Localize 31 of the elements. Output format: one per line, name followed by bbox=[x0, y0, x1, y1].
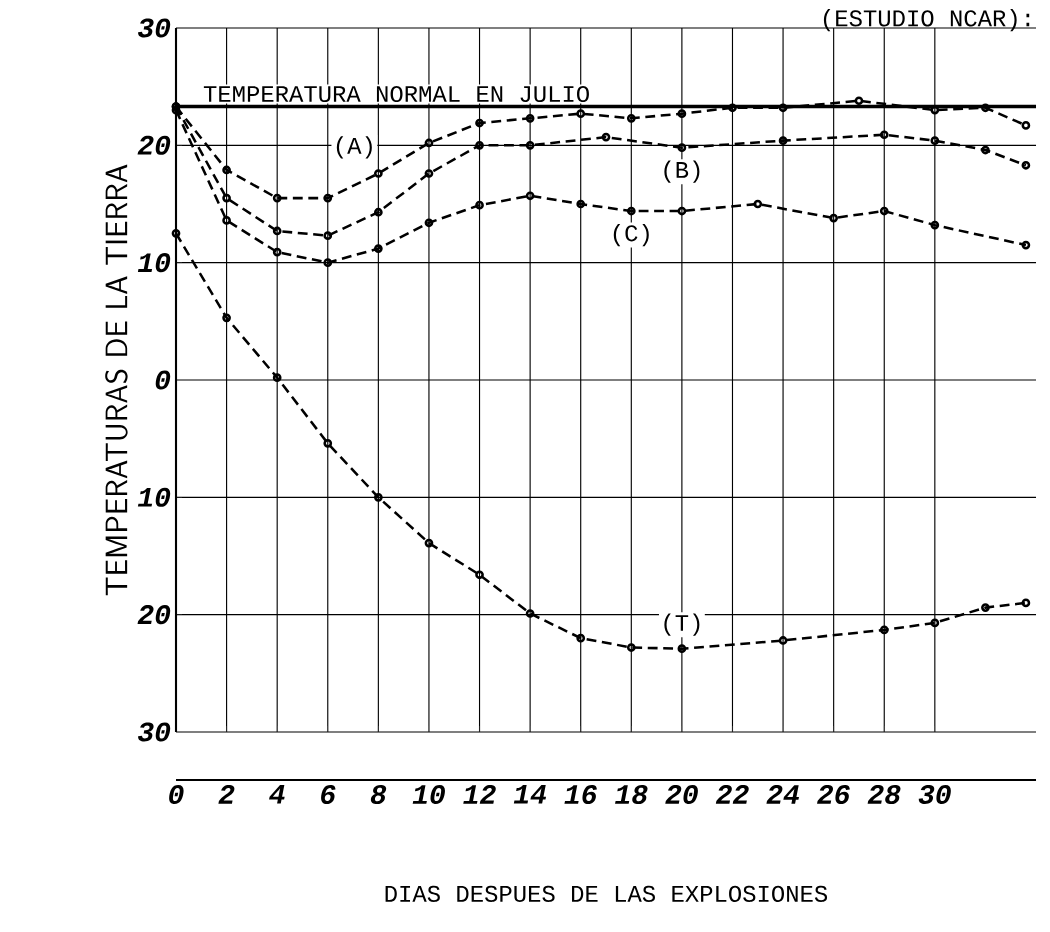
x-tick-label: 26 bbox=[817, 784, 850, 805]
x-tick-label: 16 bbox=[564, 784, 597, 805]
y-tick-label: 10 bbox=[137, 253, 171, 273]
y-tick-label: 30 bbox=[138, 722, 171, 742]
x-tick-label: 30 bbox=[918, 784, 951, 805]
x-tick-label: 20 bbox=[665, 784, 698, 805]
x-tick-label: 18 bbox=[615, 784, 648, 805]
x-tick-label: 4 bbox=[269, 784, 285, 804]
x-tick-label: 10 bbox=[412, 784, 445, 805]
x-tick-label: 28 bbox=[867, 784, 901, 805]
series-label: (C) bbox=[613, 223, 649, 247]
y-tick-label: 30 bbox=[138, 18, 171, 38]
y-tick-label: 10 bbox=[137, 487, 171, 507]
ref-line-label: TEMPERATURA NORMAL EN JULIO bbox=[203, 85, 589, 103]
y-tick-label: 20 bbox=[137, 135, 171, 155]
series-label: (B) bbox=[664, 160, 700, 183]
series-label: (A) bbox=[336, 136, 372, 159]
chart-title: (ESTUDIO NCAR): bbox=[823, 8, 1030, 32]
x-tick-label: 8 bbox=[370, 784, 387, 805]
x-tick-label: 2 bbox=[218, 784, 235, 804]
series-label: (T) bbox=[664, 613, 700, 636]
y-axis-title: TEMPERATURAS DE LA TIERRA bbox=[105, 164, 128, 596]
x-tick-label: 22 bbox=[715, 784, 749, 804]
x-tick-label: 6 bbox=[321, 784, 336, 805]
x-tick-label: 0 bbox=[169, 784, 184, 805]
y-tick-label: 20 bbox=[137, 605, 171, 625]
x-tick-label: 12 bbox=[463, 784, 496, 804]
x-tick-label: 24 bbox=[766, 784, 799, 804]
y-tick-label: 0 bbox=[155, 370, 171, 390]
x-tick-label: 14 bbox=[513, 784, 547, 804]
x-axis-title: DIAS DESPUES DE LAS EXPLOSIONES bbox=[385, 885, 828, 902]
